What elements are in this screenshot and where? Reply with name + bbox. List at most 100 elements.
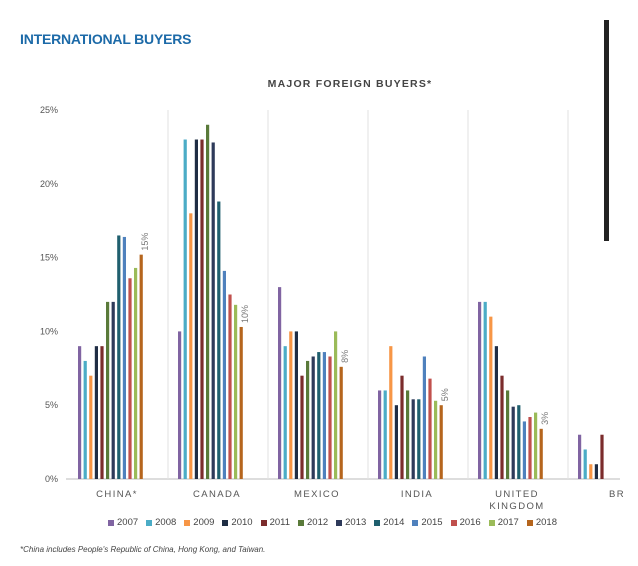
bar-2011 (100, 346, 104, 479)
bar-2016 (228, 294, 232, 479)
bar-2015 (322, 352, 326, 479)
bar-2017 (234, 304, 238, 479)
legend-item: 2008 (146, 517, 176, 528)
bar-2012 (106, 301, 110, 479)
bar-2011 (300, 375, 304, 479)
bar-value-label: 10% (240, 305, 250, 323)
bar-2012 (306, 360, 310, 479)
bar-2016 (428, 378, 432, 479)
legend-item: 2009 (184, 517, 214, 528)
bar-value-label: 15% (140, 233, 150, 251)
bar-2007 (178, 331, 182, 479)
bar-value-label: 3% (540, 412, 550, 425)
bar-2007 (578, 434, 582, 479)
legend-swatch (526, 519, 533, 526)
bar-2008 (483, 301, 487, 479)
legend-label: 2015 (421, 517, 443, 528)
bar-2015 (222, 270, 226, 479)
legend-item: 2007 (108, 517, 138, 528)
legend-swatch (146, 519, 153, 526)
x-category-label: BR (609, 489, 625, 500)
x-category-label: KINGDOM (489, 501, 544, 512)
bar-2016 (328, 356, 332, 479)
chart-legend: 2007 2008 2009 2010 2011 2012 2013 2014 2015 2016… (108, 517, 557, 528)
x-category-label: MEXICO (294, 489, 340, 500)
bar-2013 (311, 356, 315, 479)
legend-item: 2010 (222, 517, 253, 528)
bar-2014 (317, 352, 321, 479)
bar-2013 (411, 399, 415, 479)
bar-2015 (422, 356, 426, 479)
bar-2009 (189, 213, 193, 479)
legend-label: 2012 (307, 517, 329, 528)
bar-2011 (400, 375, 404, 479)
legend-label: 2018 (535, 517, 557, 528)
bar-2009 (489, 316, 493, 479)
x-category-label: CHINA* (96, 489, 138, 500)
legend-label: 2016 (459, 517, 481, 528)
bar-2017 (334, 331, 338, 479)
bar-2014 (417, 399, 421, 479)
legend-swatch (108, 519, 114, 526)
chart-title: MAJOR FOREIGN BUYERS* (267, 78, 433, 90)
x-category-label: CANADA (193, 489, 241, 500)
bar-2009 (89, 375, 93, 479)
x-category-label: UNITED (495, 489, 539, 500)
page-heading: INTERNATIONAL BUYERS (20, 31, 192, 47)
bar-2015 (522, 421, 526, 479)
y-tick-label: 0% (45, 474, 58, 484)
bar-value-label: 8% (340, 350, 350, 363)
legend-label: 2011 (269, 517, 290, 528)
bar-2012 (406, 390, 410, 479)
legend-swatch (222, 519, 229, 526)
legend-swatch (260, 519, 267, 526)
legend-swatch (412, 519, 419, 526)
bar-2008 (383, 390, 387, 479)
bar-2015 (122, 236, 126, 479)
bar-2010 (94, 346, 98, 479)
bar-value-label: 5% (440, 388, 450, 401)
bar-2012 (206, 124, 210, 479)
bar-2008 (283, 346, 287, 479)
legend-item: 2012 (298, 517, 328, 528)
legend-item: 2018 (526, 517, 557, 528)
legend-item: 2013 (336, 517, 366, 528)
legend-label: 2017 (497, 517, 519, 528)
y-tick-label: 10% (40, 326, 58, 336)
bar-2018 (539, 428, 543, 479)
bar-2013 (111, 301, 115, 479)
bar-2007 (478, 301, 482, 479)
bar-2007 (78, 346, 82, 479)
y-tick-label: 15% (40, 253, 58, 263)
bar-2008 (83, 360, 87, 479)
legend-label: 2009 (193, 517, 215, 528)
legend-swatch (450, 519, 457, 526)
bar-2016 (128, 278, 132, 479)
legend-swatch (298, 519, 304, 526)
legend-label: 2013 (345, 517, 367, 528)
bar-2014 (517, 405, 521, 479)
bar-2009 (589, 464, 593, 479)
bar-2018 (439, 405, 443, 479)
bar-2016 (528, 417, 532, 479)
bar-2011 (500, 375, 504, 479)
bar-2018 (239, 326, 243, 479)
legend-swatch (184, 519, 191, 526)
legend-label: 2008 (155, 517, 177, 528)
bar-2013 (211, 142, 215, 480)
footnote: *China includes People's Republic of Chi… (20, 545, 266, 554)
legend-swatch (374, 519, 381, 526)
bar-2011 (200, 139, 204, 479)
bar-2018 (139, 254, 143, 479)
bar-2007 (378, 390, 382, 479)
legend-swatch (488, 519, 495, 526)
bar-2014 (117, 235, 121, 479)
bar-2008 (583, 449, 587, 479)
legend-item: 2015 (412, 517, 443, 528)
bar-2018 (339, 366, 343, 479)
legend-item: 2014 (374, 517, 404, 528)
bar-2007 (278, 287, 282, 479)
bar-2013 (511, 406, 515, 479)
bar-2014 (217, 201, 221, 479)
